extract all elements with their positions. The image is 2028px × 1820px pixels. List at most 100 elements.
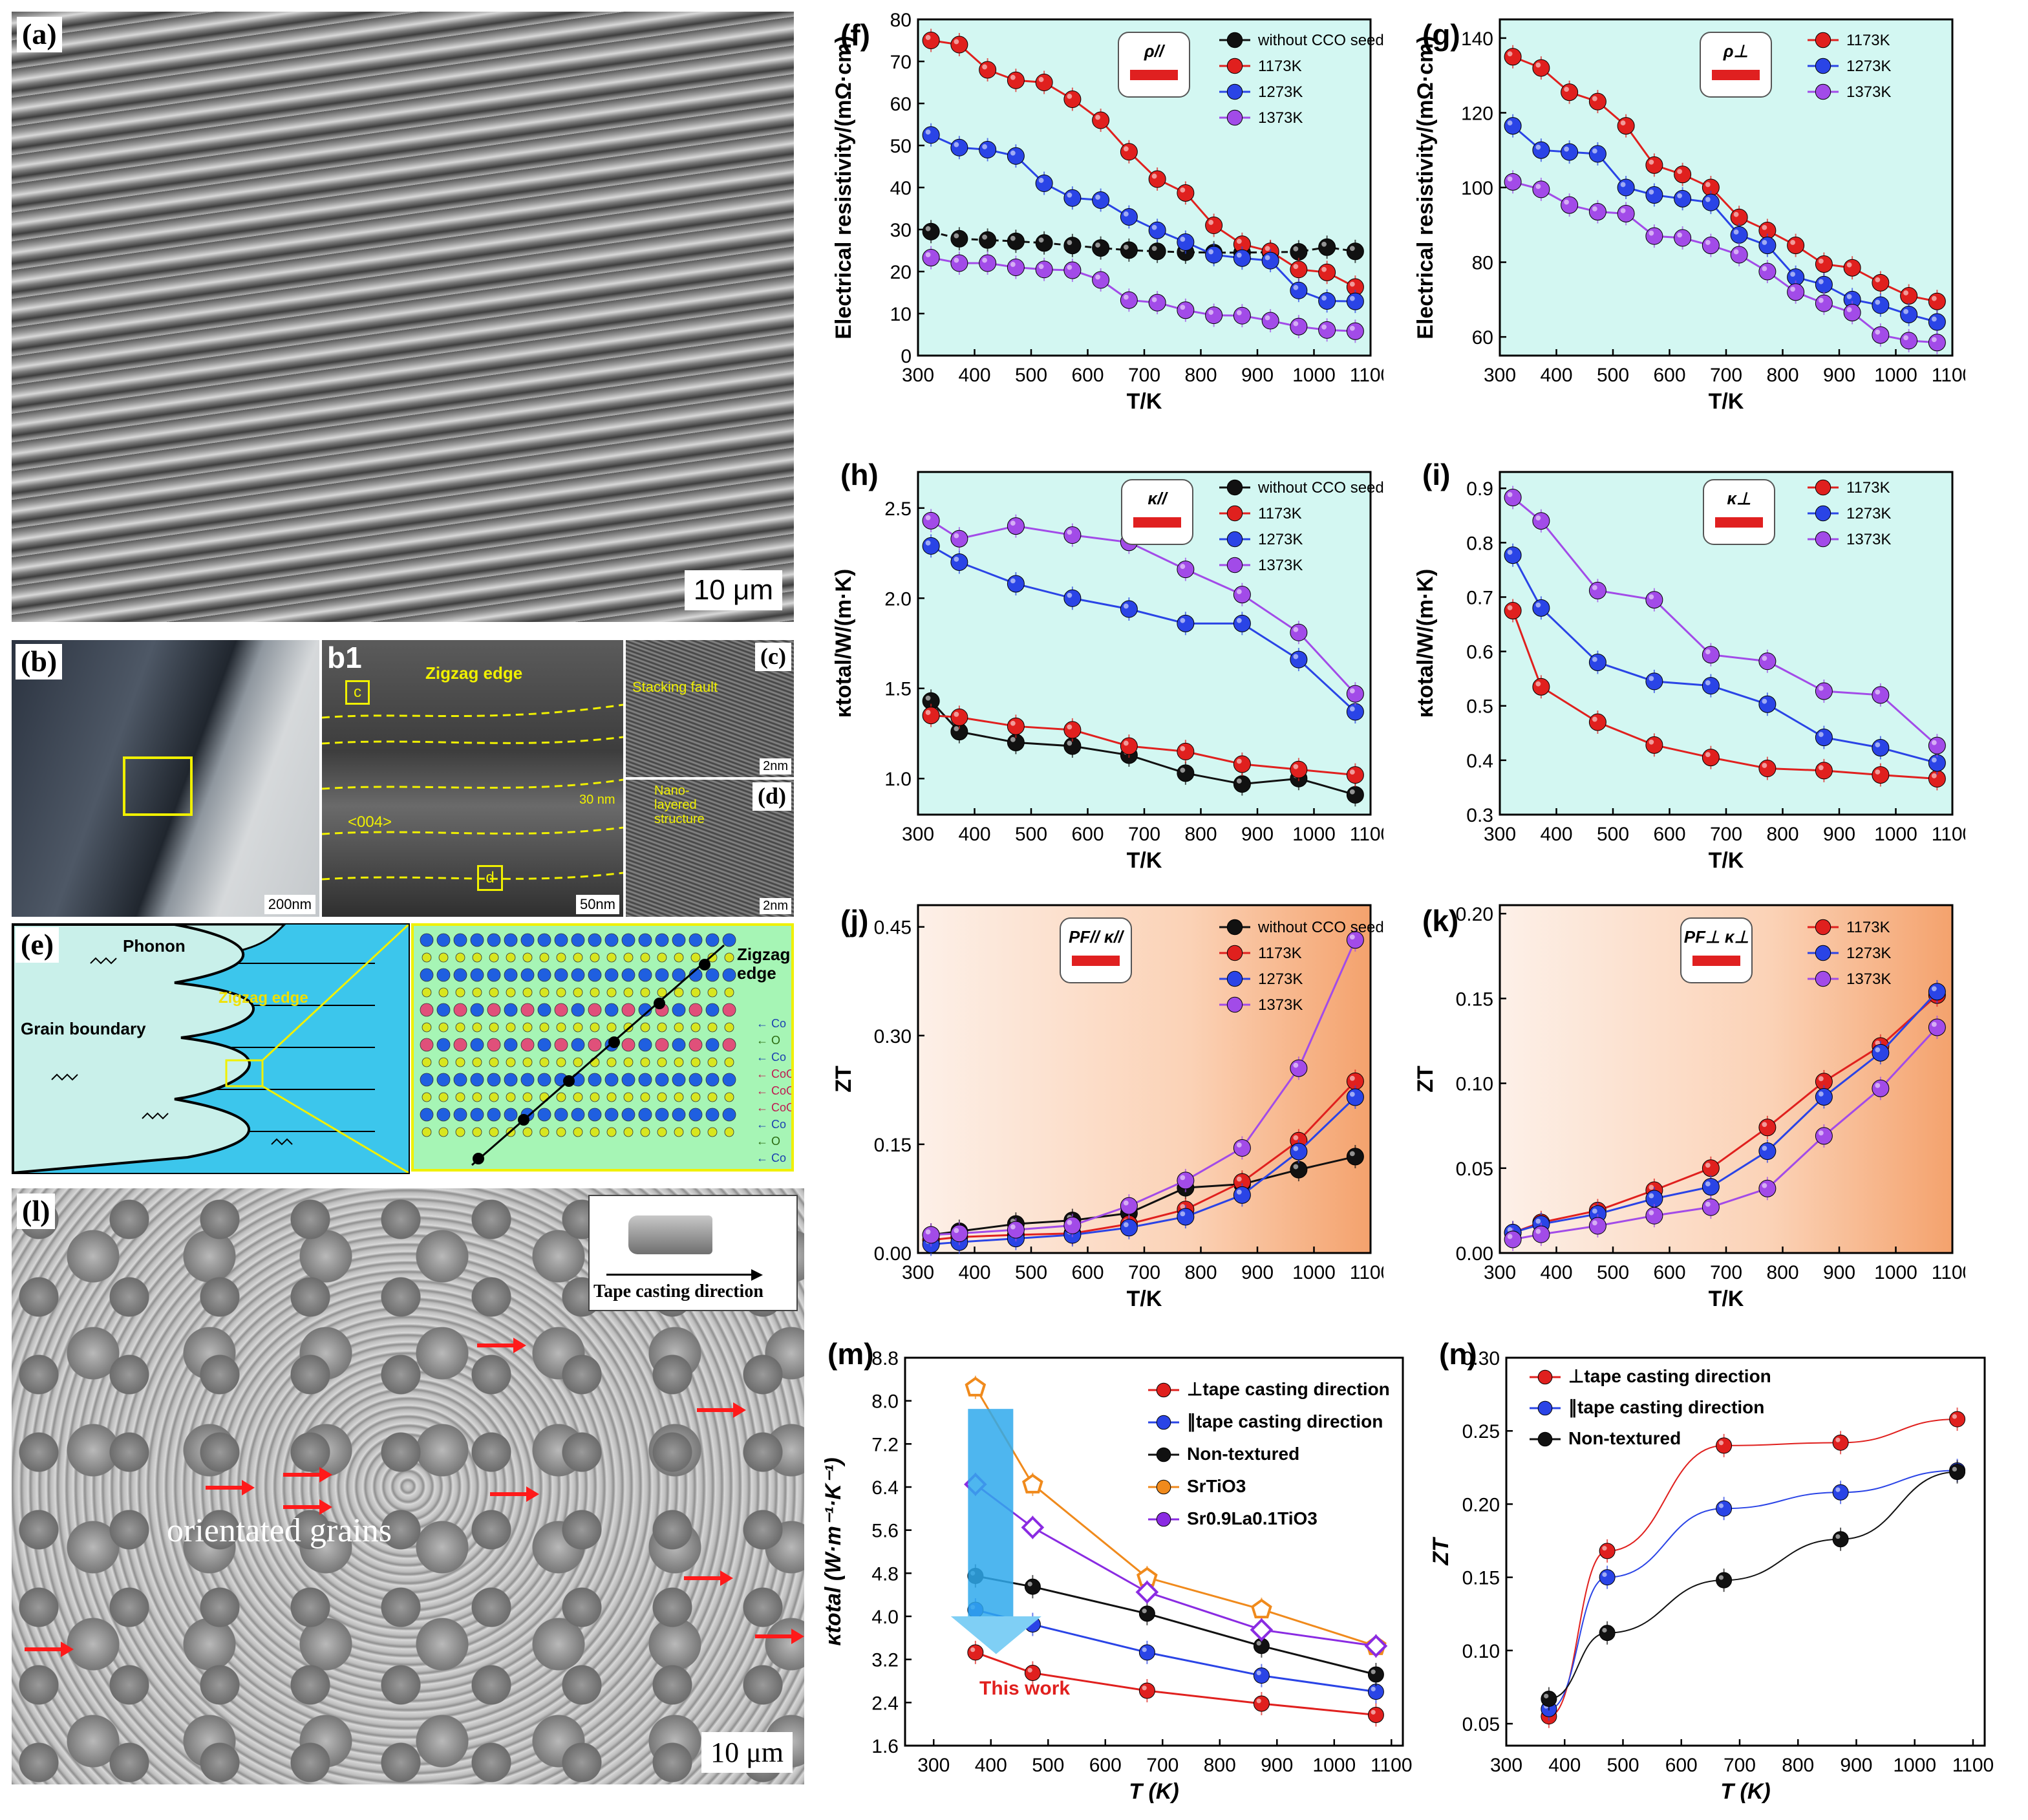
data-point-highlight: [1564, 199, 1569, 205]
red-arrow-head-icon: [61, 1642, 74, 1657]
inset-sample-icon: [1130, 70, 1178, 80]
data-point-highlight: [1602, 1627, 1607, 1633]
data-point-highlight: [1180, 564, 1186, 569]
data-point: [1063, 261, 1082, 279]
data-point-highlight: [1846, 307, 1852, 312]
data-point: [1645, 156, 1663, 174]
data-point-highlight: [1718, 1575, 1724, 1580]
data-point: [1063, 1216, 1082, 1234]
x-tick-label: 800: [1766, 365, 1799, 386]
y-tick-label: 0.5: [1466, 696, 1493, 718]
zigzag-label-e: Zigzag edge: [219, 989, 308, 1007]
series-line: [1512, 125, 1937, 323]
tape-arrow-icon: [606, 1274, 755, 1276]
data-point-highlight: [982, 257, 987, 263]
data-point-highlight: [1705, 182, 1711, 187]
legend-marker: [1226, 479, 1243, 496]
data-point: [1561, 196, 1579, 214]
data-point-highlight: [1095, 195, 1100, 200]
data-point-highlight: [954, 233, 959, 239]
atom: [606, 1127, 617, 1137]
x-tick-label: 400: [958, 365, 990, 386]
atom: [537, 1073, 551, 1087]
atom: [455, 952, 465, 963]
data-point: [1290, 281, 1308, 299]
panel-label-h: (h): [840, 458, 879, 491]
data-point: [1063, 526, 1082, 544]
x-tick-label: 500: [1032, 1755, 1064, 1776]
atom: [688, 1108, 703, 1122]
y-axis-label: ZT: [1429, 1536, 1453, 1566]
atom: [571, 1038, 585, 1052]
x-tick-label: 1100: [1371, 1755, 1413, 1776]
sem-image-l: (l) Tape casting direction orientated gr…: [12, 1188, 804, 1784]
data-point: [1007, 232, 1025, 250]
data-point-highlight: [1349, 1075, 1355, 1081]
atom: [590, 987, 600, 998]
atom: [674, 1127, 684, 1137]
data-point: [1532, 141, 1550, 159]
orientated-grains-label: orientated grains: [167, 1512, 392, 1549]
atom: [655, 968, 669, 982]
atom: [571, 1108, 585, 1122]
data-point-highlight: [1208, 220, 1213, 225]
data-point-highlight: [1535, 184, 1541, 189]
panel-label-d: (d): [752, 782, 791, 811]
y-axis-label: Electrical resistivity/(mΩ·cm): [831, 36, 856, 339]
x-tick-label: 900: [1261, 1755, 1293, 1776]
chart-g-resistivity-perpendicular: (g) 300 400 500 600 700 800 900 1000 1100 60 80 100 1…: [1413, 18, 1965, 414]
data-point-highlight: [1835, 1487, 1841, 1492]
series-line: [1512, 180, 1937, 344]
red-arrow-icon: [283, 1499, 332, 1515]
atom: [674, 987, 684, 998]
atom: [520, 968, 535, 982]
atom: [640, 987, 650, 998]
legend-marker: [1815, 919, 1831, 936]
atom: [724, 1022, 734, 1033]
data-point-highlight: [1903, 335, 1908, 341]
x-tick-label: 600: [1665, 1755, 1698, 1776]
legend-label: 1173K: [1846, 919, 1890, 936]
data-point: [1024, 1578, 1041, 1595]
atom: [606, 1092, 617, 1102]
legend-marker: [1226, 531, 1243, 548]
data-point-highlight: [1236, 1142, 1242, 1148]
data-point-highlight: [1649, 676, 1654, 681]
data-point-highlight: [1349, 706, 1355, 712]
data-point-highlight: [1818, 765, 1824, 771]
data-point: [1022, 1473, 1043, 1493]
data-point: [1251, 1598, 1272, 1619]
x-tick-label: 400: [958, 1262, 990, 1283]
legend-marker: [1537, 1431, 1553, 1447]
x-tick-label: 400: [1540, 1262, 1572, 1283]
atom-row-label: ← CoO: [756, 1101, 794, 1114]
data-point-highlight: [1875, 277, 1881, 283]
atom: [506, 987, 516, 998]
data-point: [1135, 1580, 1159, 1604]
data-point-highlight: [1535, 1218, 1541, 1224]
plot-area: [1506, 1358, 1985, 1746]
x-tick-label: 300: [1484, 1262, 1516, 1283]
data-point-highlight: [1677, 169, 1682, 175]
data-point: [1758, 237, 1777, 255]
data-point-highlight: [1931, 740, 1937, 745]
data-point: [1007, 71, 1025, 89]
inset-sample-icon: [1712, 70, 1760, 80]
data-point-highlight: [1067, 592, 1073, 598]
data-point: [1138, 1605, 1155, 1622]
atom: [556, 1127, 566, 1137]
atom: [657, 952, 667, 963]
data-point: [1318, 263, 1336, 281]
data-point-highlight: [1535, 515, 1541, 521]
legend-label: ⊥tape casting direction: [1187, 1379, 1390, 1399]
y-tick-label: 140: [1461, 28, 1493, 50]
data-point-highlight: [1236, 589, 1242, 595]
data-point-highlight: [925, 710, 931, 715]
atom: [489, 1127, 499, 1137]
atom: [537, 933, 551, 947]
data-point-highlight: [1208, 310, 1213, 315]
data-point: [1532, 512, 1550, 530]
atom: [472, 987, 482, 998]
x-tick-label: 800: [1184, 365, 1217, 386]
inset-icon: [1680, 917, 1753, 983]
